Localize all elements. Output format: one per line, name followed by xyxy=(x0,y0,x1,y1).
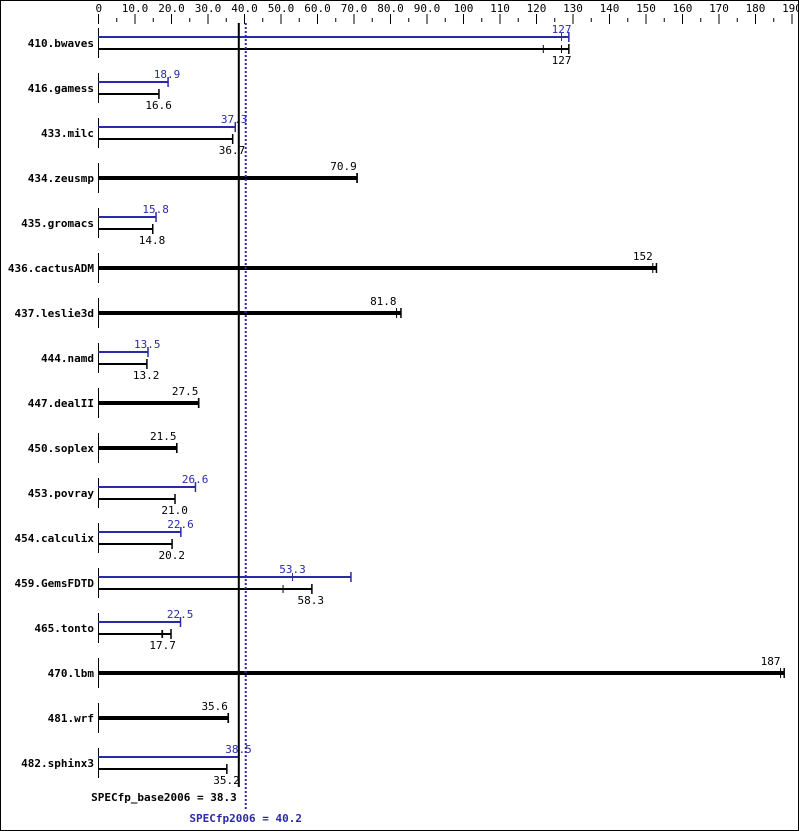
x-tick-label: 100 xyxy=(454,2,474,15)
x-tick-label: 50.0 xyxy=(268,2,295,15)
peak-value-label: 26.6 xyxy=(182,473,209,486)
peak-value-label: 53.3 xyxy=(279,563,306,576)
x-tick-label: 190 xyxy=(782,2,798,15)
base-value-label: 127 xyxy=(552,54,572,67)
benchmark-label: 437.leslie3d xyxy=(15,307,94,320)
base-value-label: 20.2 xyxy=(158,549,185,562)
base-value-label: 187 xyxy=(761,655,781,668)
base-value-label: 35.6 xyxy=(201,700,228,713)
x-tick-label: 160 xyxy=(673,2,693,15)
x-tick-label: 20.0 xyxy=(158,2,185,15)
peak-value-label: 22.5 xyxy=(167,608,194,621)
benchmark-label: 454.calculix xyxy=(15,532,95,545)
base-value-label: 152 xyxy=(633,250,653,263)
x-tick-label: 60.0 xyxy=(304,2,331,15)
benchmark-label: 447.dealII xyxy=(28,397,94,410)
base-mean-label: SPECfp_base2006 = 38.3 xyxy=(91,791,237,804)
benchmark-label: 459.GemsFDTD xyxy=(15,577,95,590)
benchmark-label: 481.wrf xyxy=(48,712,94,725)
peak-value-label: 127 xyxy=(552,23,572,36)
x-tick-label: 30.0 xyxy=(195,2,222,15)
base-value-label: 70.9 xyxy=(330,160,357,173)
peak-value-label: 18.9 xyxy=(154,68,181,81)
benchmark-label: 444.namd xyxy=(41,352,94,365)
benchmark-label: 434.zeusmp xyxy=(28,172,95,185)
x-tick-label: 120 xyxy=(527,2,547,15)
benchmark-label: 470.lbm xyxy=(48,667,95,680)
base-value-label: 16.6 xyxy=(145,99,172,112)
peak-value-label: 15.8 xyxy=(142,203,169,216)
base-value-label: 14.8 xyxy=(139,234,166,247)
x-tick-label: 90.0 xyxy=(414,2,441,15)
base-value-label: 27.5 xyxy=(172,385,199,398)
benchmark-label: 410.bwaves xyxy=(28,37,94,50)
x-tick-label: 170 xyxy=(709,2,729,15)
x-tick-label: 10.0 xyxy=(122,2,149,15)
x-tick-label: 40.0 xyxy=(231,2,258,15)
peak-value-label: 13.5 xyxy=(134,338,161,351)
x-tick-label: 70.0 xyxy=(341,2,368,15)
base-value-label: 81.8 xyxy=(370,295,397,308)
base-value-label: 35.2 xyxy=(213,774,240,787)
peak-mean-label: SPECfp2006 = 40.2 xyxy=(189,812,302,825)
peak-value-label: 22.6 xyxy=(167,518,194,531)
base-value-label: 21.0 xyxy=(161,504,188,517)
base-value-label: 17.7 xyxy=(149,639,176,652)
benchmark-label: 435.gromacs xyxy=(21,217,94,230)
benchmark-label: 450.soplex xyxy=(28,442,95,455)
base-value-label: 58.3 xyxy=(298,594,325,607)
base-value-label: 21.5 xyxy=(150,430,177,443)
x-tick-label: 140 xyxy=(600,2,620,15)
base-value-label: 13.2 xyxy=(133,369,160,382)
benchmark-label: 433.milc xyxy=(41,127,94,140)
benchmark-label: 416.gamess xyxy=(28,82,94,95)
benchmark-label: 436.cactusADM xyxy=(8,262,94,275)
x-tick-label: 110 xyxy=(490,2,510,15)
x-tick-label: 150 xyxy=(636,2,656,15)
benchmark-label: 482.sphinx3 xyxy=(21,757,94,770)
base-value-label: 36.7 xyxy=(219,144,246,157)
peak-value-label: 37.3 xyxy=(221,113,248,126)
benchmark-label: 453.povray xyxy=(28,487,95,500)
x-tick-label: 180 xyxy=(746,2,766,15)
x-tick-label: 80.0 xyxy=(377,2,404,15)
x-tick-label: 0 xyxy=(96,2,103,15)
benchmark-label: 465.tonto xyxy=(34,622,94,635)
x-tick-label: 130 xyxy=(563,2,583,15)
